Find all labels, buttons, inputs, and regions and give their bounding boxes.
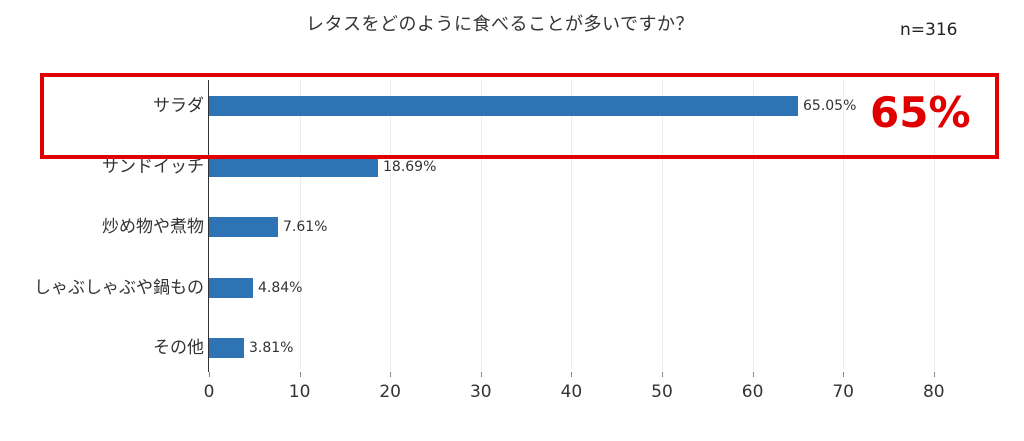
gridline-60 — [752, 80, 754, 370]
x-tick — [662, 372, 663, 377]
highlight-annotation: 65% — [870, 88, 971, 137]
category-label-other: その他 — [153, 338, 204, 358]
value-label-salad: 65.05% — [803, 98, 857, 114]
category-label-shabu-hotpot: しゃぶしゃぶや鍋もの — [34, 278, 204, 298]
x-tick-label: 0 — [203, 382, 215, 402]
bar-shabu-hotpot — [209, 278, 253, 298]
gridline-50 — [662, 80, 663, 370]
x-tick — [299, 372, 301, 377]
value-label-stirfry-stew: 7.61% — [283, 219, 328, 235]
x-tick — [843, 372, 845, 377]
x-tick — [480, 372, 482, 377]
category-label-stirfry-stew: 炒め物や煮物 — [102, 217, 204, 237]
value-label-shabu-hotpot: 4.84% — [258, 280, 303, 296]
x-tick — [752, 372, 754, 377]
gridline-20 — [390, 80, 392, 370]
x-tick-label: 30 — [469, 382, 492, 402]
x-tick-label: 20 — [379, 382, 401, 402]
x-tick — [933, 372, 935, 377]
highlight-box — [40, 73, 999, 159]
gridline-70 — [843, 80, 845, 370]
x-tick — [390, 372, 392, 377]
x-tick — [571, 372, 573, 377]
bar-salad — [209, 96, 798, 116]
category-label-sandwich: サンドイッチ — [102, 157, 204, 177]
gridline-40 — [571, 80, 573, 370]
bar-stirfry-stew — [209, 217, 278, 237]
y-axis-line — [208, 80, 209, 372]
bar-other — [209, 338, 244, 358]
plot-area — [209, 80, 979, 370]
gridline-30 — [480, 80, 482, 370]
x-tick-label: 10 — [288, 382, 311, 402]
value-label-sandwich: 18.69% — [383, 159, 437, 175]
gridline-10 — [299, 80, 301, 370]
x-tick-label: 80 — [922, 382, 945, 402]
gridline-80 — [933, 80, 935, 370]
sample-size-label: n=316 — [900, 20, 958, 40]
x-tick-label: 40 — [560, 382, 583, 402]
x-tick — [209, 372, 210, 377]
category-label-salad: サラダ — [153, 96, 204, 116]
chart-title: レタスをどのように食べることが多いですか？ — [306, 14, 694, 35]
value-label-other: 3.81% — [249, 340, 294, 356]
x-tick-label: 70 — [832, 382, 854, 402]
bar-sandwich — [209, 157, 378, 177]
x-tick-label: 60 — [741, 382, 764, 402]
x-tick-label: 50 — [651, 382, 673, 402]
